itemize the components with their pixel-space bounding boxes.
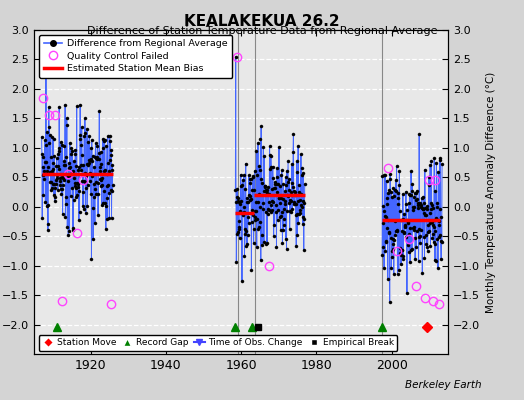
Text: KEALAKEKUA 26.2: KEALAKEKUA 26.2	[184, 14, 340, 29]
Text: Difference of Station Temperature Data from Regional Average: Difference of Station Temperature Data f…	[87, 26, 437, 36]
Text: Berkeley Earth: Berkeley Earth	[406, 380, 482, 390]
Legend: Station Move, Record Gap, Time of Obs. Change, Empirical Break: Station Move, Record Gap, Time of Obs. C…	[39, 335, 397, 351]
Y-axis label: Monthly Temperature Anomaly Difference (°C): Monthly Temperature Anomaly Difference (…	[486, 71, 496, 313]
